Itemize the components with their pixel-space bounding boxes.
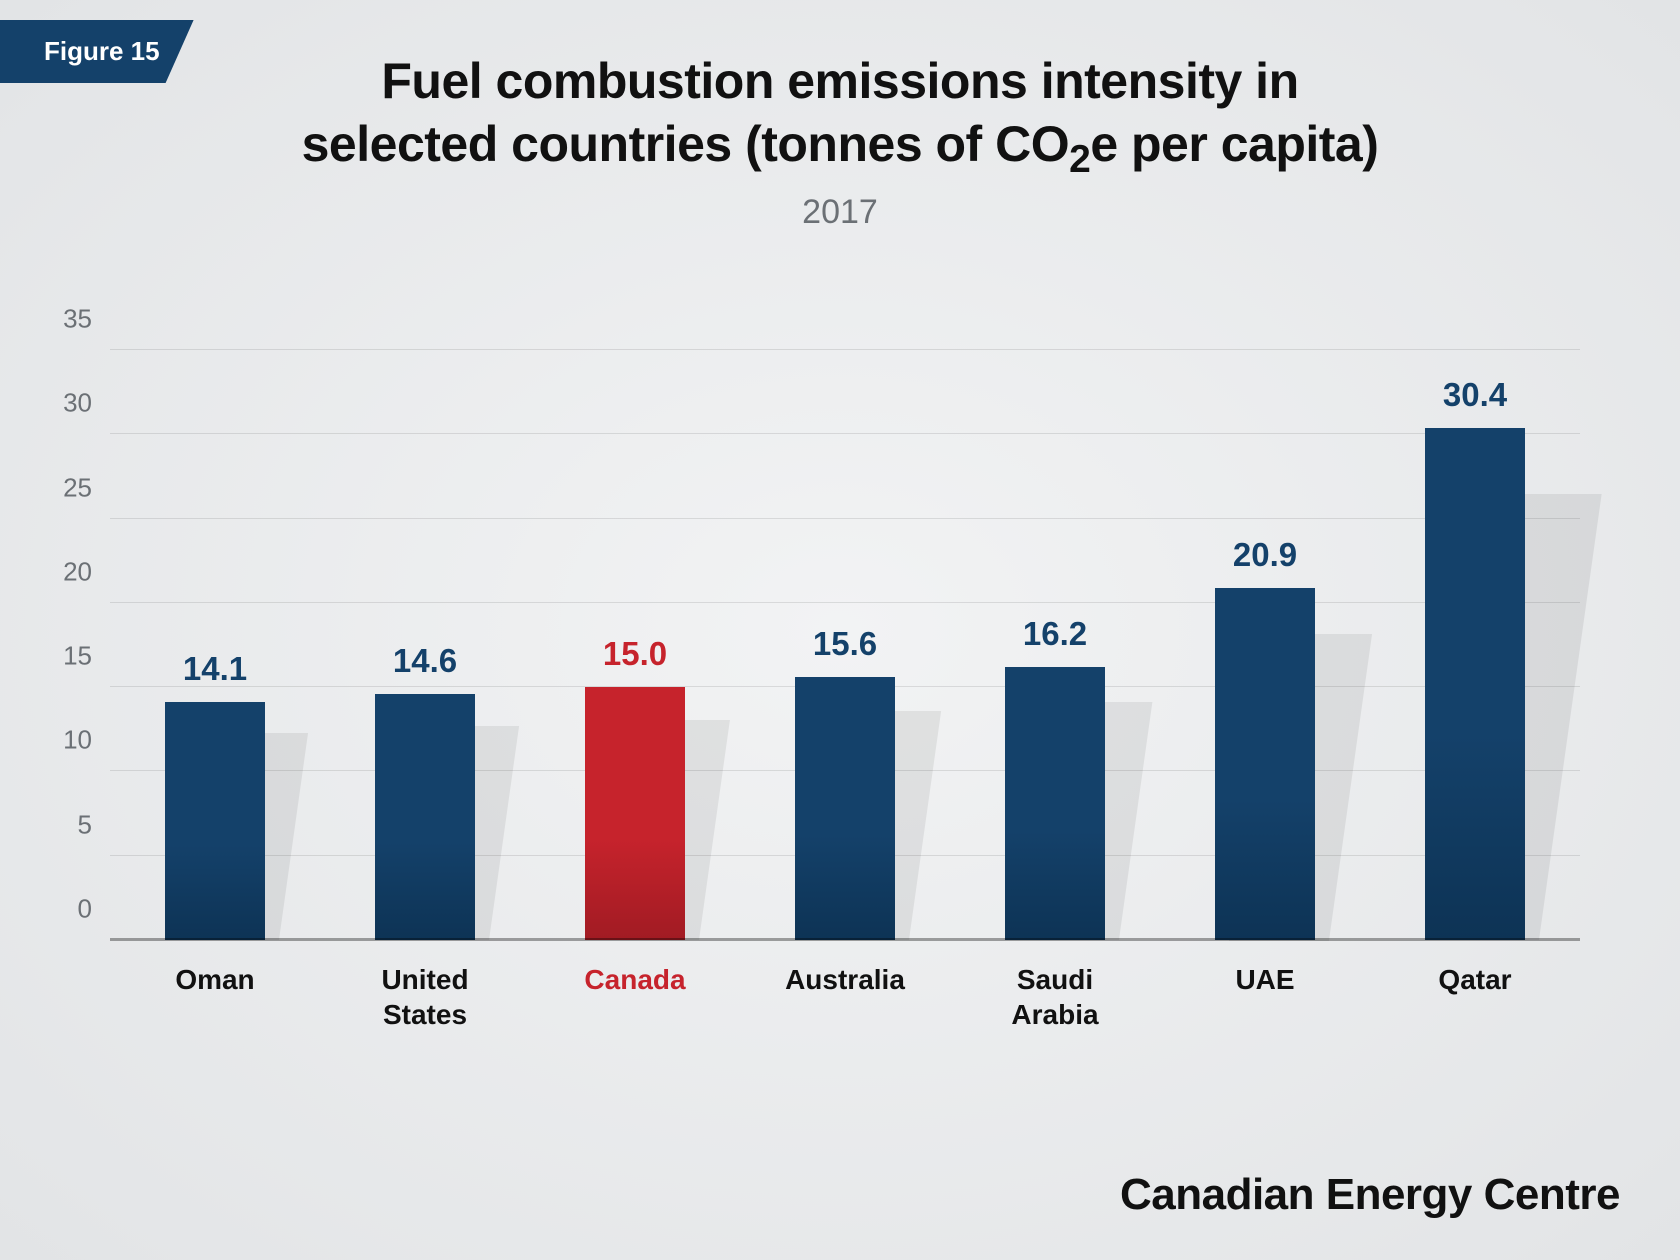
bar-slot: 20.9 [1160, 536, 1370, 940]
y-tick-label: 15 [32, 641, 92, 672]
bar [585, 687, 685, 940]
bar [1005, 667, 1105, 940]
x-axis-label: Saudi Arabia [950, 962, 1160, 1032]
title-line1: Fuel combustion emissions intensity in [381, 53, 1298, 109]
bar [165, 702, 265, 940]
y-axis-labels: 05101520253035 [40, 350, 100, 940]
bar-wrap [1005, 667, 1105, 940]
title-line2-pre: selected countries (tonnes of CO [302, 116, 1069, 172]
y-tick-label: 5 [32, 809, 92, 840]
bar [1215, 588, 1315, 940]
x-axis-label: United States [320, 962, 530, 1032]
bar-slot: 15.6 [740, 625, 950, 940]
y-tick-label: 10 [32, 725, 92, 756]
bar-value-label: 14.1 [183, 650, 247, 688]
bar-slot: 16.2 [950, 615, 1160, 940]
bar-chart: 05101520253035 14.114.615.015.616.220.93… [100, 350, 1580, 940]
x-axis-label: Qatar [1370, 962, 1580, 1032]
bar-wrap [795, 677, 895, 940]
x-axis-label: Oman [110, 962, 320, 1032]
bar-value-label: 16.2 [1023, 615, 1087, 653]
bar-value-label: 14.6 [393, 642, 457, 680]
title-line2-post: e per capita) [1090, 116, 1378, 172]
x-axis-label: Canada [530, 962, 740, 1032]
x-axis-label: Australia [740, 962, 950, 1032]
y-tick-label: 35 [32, 304, 92, 335]
bar-wrap [165, 702, 265, 940]
x-axis-baseline [110, 938, 1580, 941]
y-tick-label: 20 [32, 556, 92, 587]
bar-wrap [1215, 588, 1315, 940]
bar-slot: 15.0 [530, 635, 740, 940]
chart-title-block: Fuel combustion emissions intensity in s… [0, 50, 1680, 232]
bar-slot: 14.1 [110, 650, 320, 940]
y-tick-label: 25 [32, 472, 92, 503]
chart-title: Fuel combustion emissions intensity in s… [190, 50, 1490, 175]
bars-container: 14.1 14.6 15.0 15.6 16.2 20.9 30.4 [110, 350, 1580, 940]
x-axis-labels: OmanUnited StatesCanadaAustraliaSaudi Ar… [110, 962, 1580, 1032]
bar [375, 694, 475, 940]
bar-slot: 14.6 [320, 642, 530, 940]
chart-subtitle: 2017 [0, 193, 1680, 232]
bar-wrap [375, 694, 475, 940]
bar-wrap [585, 687, 685, 940]
bar [1425, 428, 1525, 940]
y-tick-label: 0 [32, 894, 92, 925]
bar-value-label: 15.6 [813, 625, 877, 663]
x-axis-label: UAE [1160, 962, 1370, 1032]
bar-wrap [1425, 428, 1525, 940]
title-subscript: 2 [1069, 138, 1090, 181]
footer-brand: Canadian Energy Centre [1120, 1170, 1620, 1220]
bar-slot: 30.4 [1370, 376, 1580, 940]
y-tick-label: 30 [32, 388, 92, 419]
bar [795, 677, 895, 940]
bar-value-label: 15.0 [603, 635, 667, 673]
bar-value-label: 20.9 [1233, 536, 1297, 574]
bar-value-label: 30.4 [1443, 376, 1507, 414]
